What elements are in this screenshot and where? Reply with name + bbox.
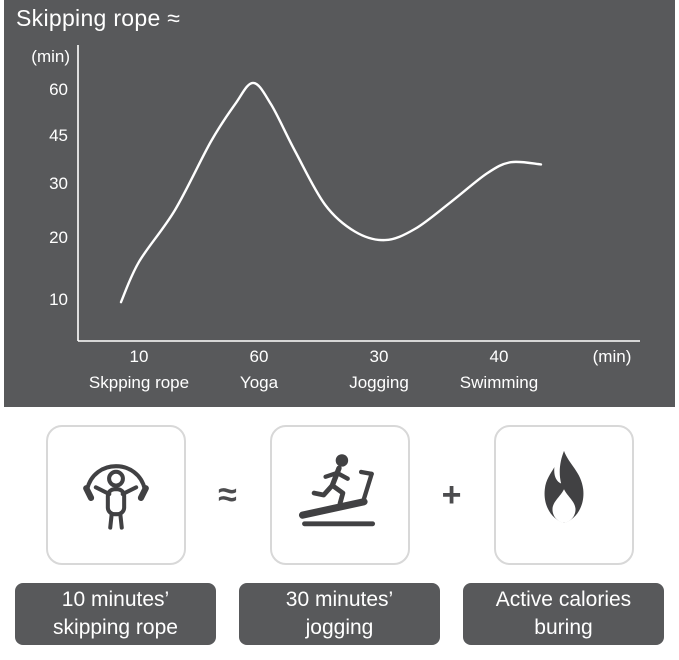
x-tick-label: 10 [130,347,149,366]
y-tick-label: 10 [49,290,68,309]
label-line: skipping rope [53,616,178,639]
label-jogging: 30 minutes’ jogging [239,583,440,645]
x-tick-label: 60 [250,347,269,366]
card-skipping-rope [45,425,186,565]
x-axis-unit: (min) [593,347,632,366]
y-tick-label: 45 [49,126,68,145]
x-category-label: Jogging [349,373,409,392]
x-tick-label: 30 [370,347,389,366]
activity-equivalence-line-chart: 10 20 30 45 60 (min) 10 60 30 40 Skpping rope Yoga J… [31,45,640,392]
y-tick-label: 30 [49,174,68,193]
label-line: Active calories [495,588,632,612]
y-tick-label: 20 [49,228,68,247]
card-cell-skipping-rope [15,407,216,583]
flame-icon [544,450,583,523]
equivalence-grid: ≈ + [15,407,664,645]
label-skipping-rope: 10 minutes’ skipping rope [15,583,216,645]
chart-panel: Skipping rope ≈ 10 20 30 45 60 (min) 10 60 30 40 S… [4,0,675,407]
skipping-rope-icon [82,464,149,530]
x-category-label: Yoga [240,373,279,392]
plus-symbol: + [441,475,462,514]
label-line: 30 minutes’ [285,588,394,612]
label-line: jogging [305,616,374,639]
card-cell-calories [463,407,664,583]
label-line: buring [534,616,593,639]
treadmill-icon [298,454,375,527]
y-tick-label: 60 [49,80,68,99]
card-jogging [269,425,410,565]
label-calories: Active calories buring [463,583,664,645]
card-calories [493,425,634,565]
x-tick-label: 40 [490,347,509,366]
equivalence-section: ≈ + [0,407,679,660]
x-category-label: Skpping rope [89,373,189,392]
approx-symbol: ≈ [218,475,237,514]
label-line: 10 minutes’ [61,588,170,612]
x-category-label: Swimming [460,373,538,392]
chart-axes [77,45,640,342]
card-cell-jogging [239,407,440,583]
chart-tick-labels: 10 20 30 45 60 (min) 10 60 30 40 Skpping rope Yoga J… [31,47,631,392]
chart-title: Skipping rope ≈ [16,5,181,31]
chart-curve [119,81,543,304]
y-axis-unit: (min) [31,47,70,66]
